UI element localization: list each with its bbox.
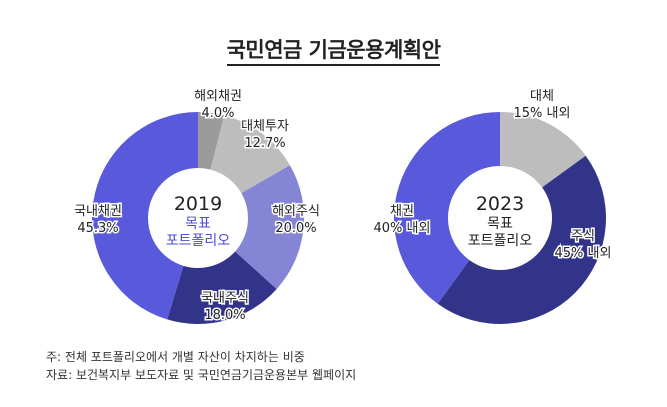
slice-label: 국내주식 <box>201 291 249 306</box>
source-line: 자료: 보건복지부 보도자료 및 국민연금기금운용본부 웹페이지 <box>46 368 357 382</box>
slice-국내채권 <box>92 112 198 320</box>
slice-label: 국내채권 <box>74 204 122 219</box>
slice-label: 해외채권 <box>194 89 242 104</box>
center-sub2: 포트폴리오 <box>166 233 231 249</box>
center-year: 2019 <box>174 193 222 215</box>
slice-주식 <box>437 155 606 324</box>
slice-value-label: 45.3% <box>77 221 118 236</box>
note-line: 주: 전체 포트폴리오에서 개별 자산이 차지하는 비중 <box>46 350 305 364</box>
slice-label: 대체투자 <box>241 119 289 134</box>
title-text: 국민연금 기금운용계획안 <box>226 38 441 66</box>
slice-대체투자 <box>210 115 290 194</box>
slice-value-label: 20.0% <box>275 221 316 236</box>
slice-value-label: 18.0% <box>204 308 245 323</box>
slice-value-label: 4.0% <box>201 106 234 121</box>
chart-title: 국민연금 기금운용계획안 <box>0 34 667 66</box>
slice-국내주식 <box>167 251 277 325</box>
slice-대체 <box>500 112 586 188</box>
slice-label: 해외주식 <box>272 204 320 219</box>
slice-label: 대체 <box>530 89 554 104</box>
center-year: 2023 <box>476 193 524 215</box>
slice-value-label: 15% 내외 <box>514 106 571 121</box>
slice-label: 주식 <box>571 229 595 244</box>
slice-채권 <box>394 112 500 304</box>
donut-2019: 해외채권 4.0% 대체투자 12.7% 해외주식 20.0% 국내주식 18.0% 국내채권 4… <box>73 88 322 325</box>
center-sub2: 포트폴리오 <box>468 233 533 249</box>
center-sub1: 목표 <box>487 216 513 232</box>
slice-value-label: 12.7% <box>244 136 285 151</box>
slice-해외주식 <box>235 165 304 290</box>
slice-value-label: 40% 내외 <box>374 221 431 236</box>
center-sub1: 목표 <box>185 216 211 232</box>
slice-value-label: 45% 내외 <box>555 246 612 261</box>
footnotes: 주: 전체 포트폴리오에서 개별 자산이 차지하는 비중 자료: 보건복지부 보… <box>46 348 356 384</box>
slice-label: 채권 <box>390 204 414 219</box>
slice-해외채권 <box>198 112 225 170</box>
